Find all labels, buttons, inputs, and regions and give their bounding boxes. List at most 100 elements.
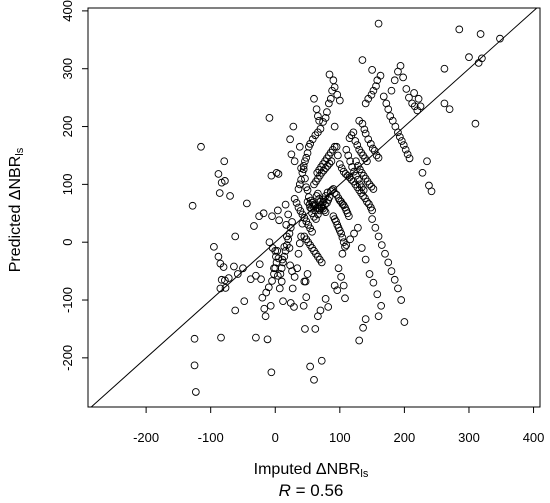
data-point [321,200,329,209]
data-point [267,368,276,377]
data-point [403,150,412,159]
data-point [359,323,367,332]
data-point [190,361,199,370]
data-point [221,284,230,292]
data-point [301,325,309,333]
data-point [297,175,305,184]
y-tick-label: -200 [60,345,75,371]
data-point [363,157,371,166]
data-point [286,223,295,232]
data-point [290,194,299,203]
data-point [335,160,344,168]
data-point [410,89,418,97]
data-point [339,238,348,247]
data-point [276,270,285,278]
data-point [315,204,324,213]
data-point [308,135,317,144]
data-point [307,204,316,213]
data-point [496,34,504,43]
y-tick-label: 300 [60,58,75,80]
data-point [399,73,407,82]
data-point [230,262,238,271]
data-point [394,284,402,293]
data-point [261,312,270,321]
data-point [330,122,339,131]
data-point [295,180,304,189]
y-tick-label: 400 [60,0,75,22]
y-axis: -200 -100 0 100 200 300 400 [60,0,88,371]
data-point [312,215,320,223]
data-point [224,274,233,282]
data-point [288,218,296,226]
data-point [265,238,274,247]
x-tick-label: 200 [394,430,416,445]
data-point [381,249,389,258]
data-point [268,277,276,285]
data-point [298,219,307,228]
x-tick-label: 100 [329,430,351,445]
data-point [387,267,396,275]
data-point [387,86,396,95]
data-point [399,141,408,149]
data-point [292,199,301,207]
data-point [252,333,260,342]
data-point [301,277,310,286]
data-point [342,145,351,154]
data-point [369,185,378,193]
data-point [368,66,376,74]
data-point [317,202,325,211]
data-point [402,85,411,93]
data-point [365,180,374,189]
data-point [367,182,376,191]
data-point [325,99,333,108]
data-point [397,137,406,145]
data-point [231,232,240,241]
data-point [272,168,281,177]
data-point [364,135,373,144]
data-point [374,153,383,162]
data-point [359,186,368,195]
data-point [440,99,449,108]
data-point [361,99,370,108]
data-point [281,247,290,255]
data-point [400,318,409,326]
data-point [371,223,380,232]
data-point [478,54,486,63]
data-point [317,168,326,177]
x-tick-label: -200 [133,430,159,445]
data-point [357,244,366,252]
x-tick-label: 400 [523,430,545,445]
data-point [365,270,374,278]
data-point [440,64,449,73]
data-point [275,216,283,225]
data-point [445,105,454,114]
data-point [266,301,275,310]
data-point [390,275,399,284]
data-point [308,227,316,236]
data-point [290,157,299,166]
y-axis-title: Predicted ΔNBRls [7,147,26,272]
x-axis-title-main: Imputed ΔNBR [254,461,361,478]
data-point [405,93,413,102]
data-point [317,258,326,267]
data-point [396,133,404,141]
data-point [471,119,480,128]
data-points [188,19,504,396]
data-point [257,275,265,284]
data-point [277,264,286,273]
data-point [358,119,367,128]
data-point [273,247,282,255]
data-point [338,233,347,242]
data-point [188,201,197,210]
data-point [359,192,367,200]
y-axis-title-main: Predicted ΔNBR [7,156,24,273]
data-point [373,290,382,299]
data-point [315,116,324,125]
data-point [299,301,308,310]
correlation-value: = 0.56 [291,481,343,500]
data-point [349,128,358,137]
data-point [386,112,395,120]
data-point [329,185,338,193]
data-point [370,146,379,155]
data-point [284,235,293,244]
